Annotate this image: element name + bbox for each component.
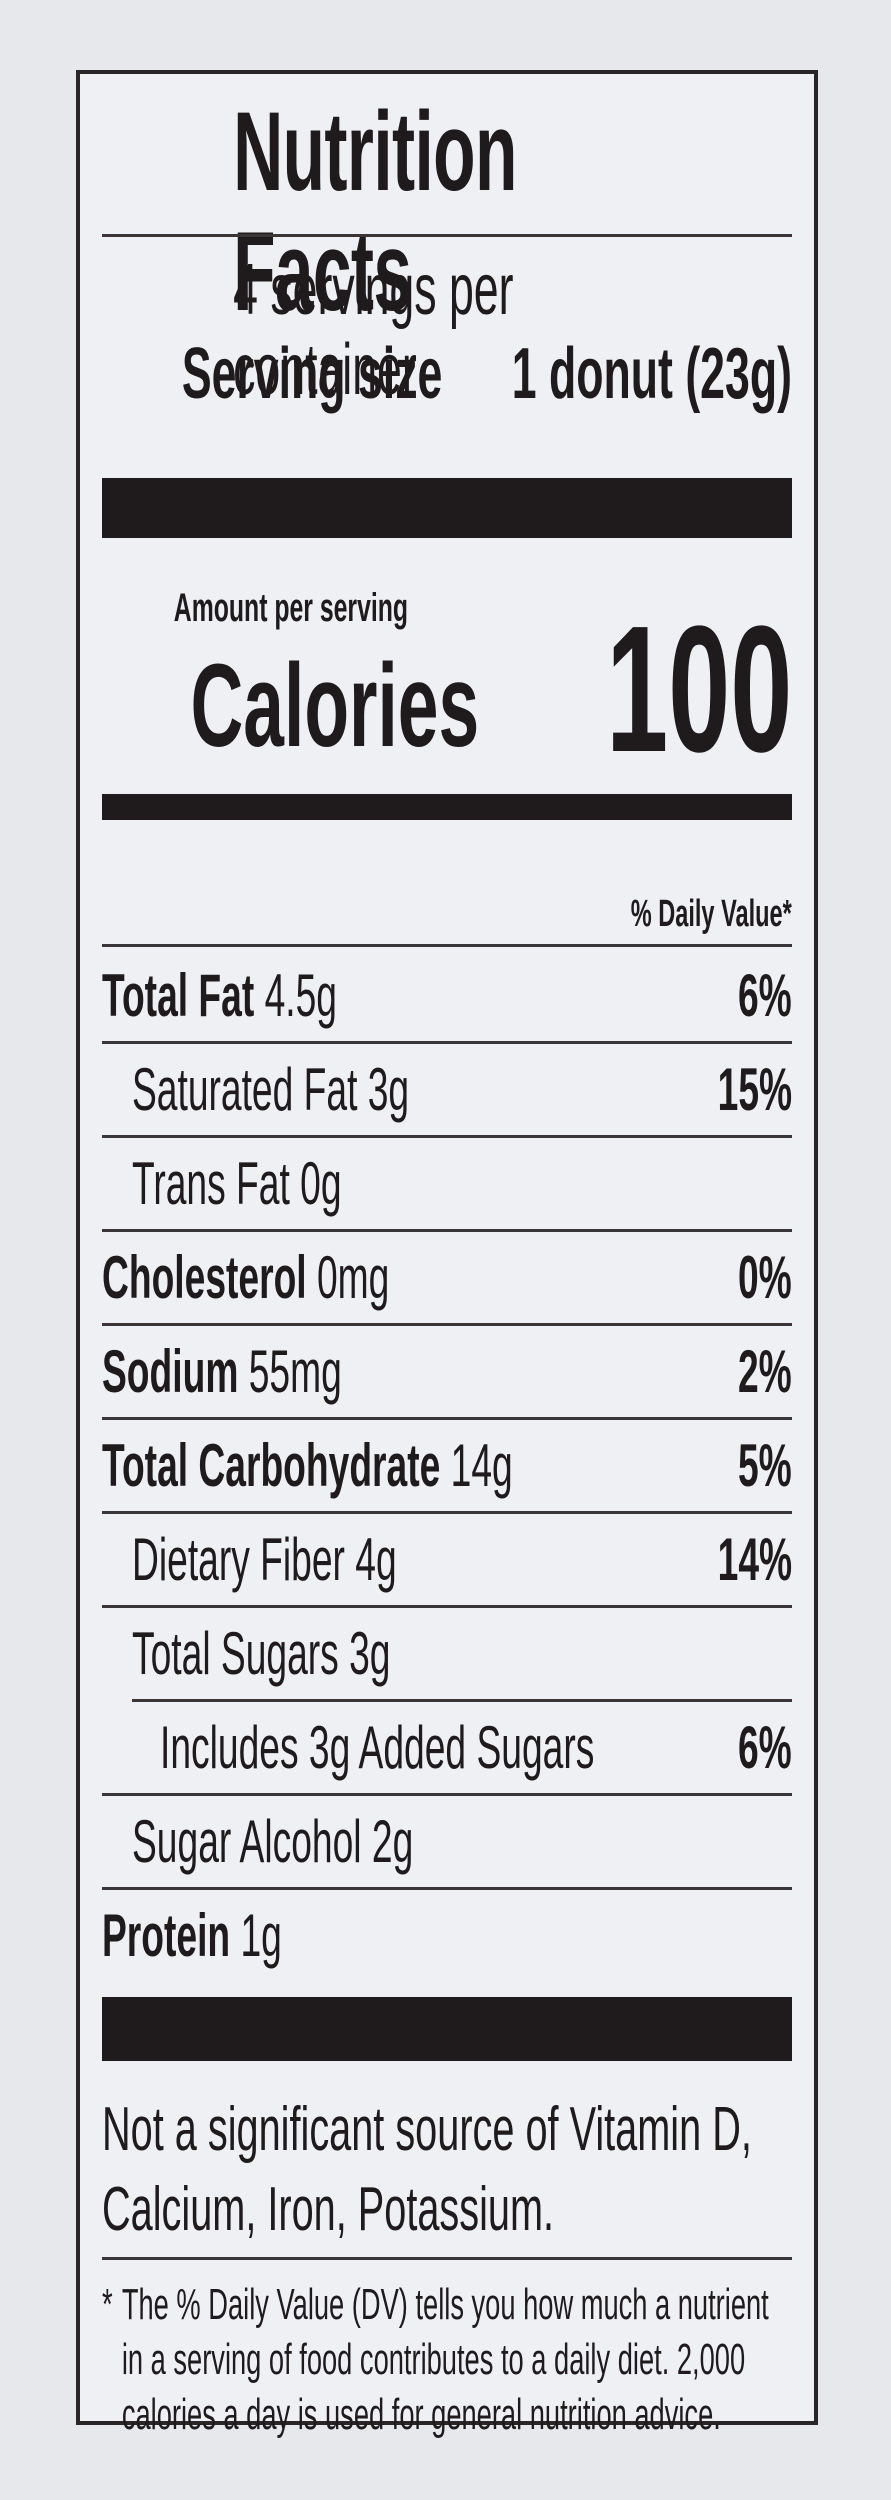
divider xyxy=(102,1793,792,1796)
calories-value: 100 xyxy=(605,589,792,790)
amount-per-serving: Amount per serving xyxy=(173,586,409,630)
divider xyxy=(102,1135,792,1138)
nutrient-label: Cholesterol 0mg xyxy=(102,1244,390,1311)
daily-value-header: % Daily Value* xyxy=(630,893,792,935)
nutrient-label: Total Sugars 3g xyxy=(132,1620,391,1687)
not-significant-source: Not a significant source of Vitamin D, C… xyxy=(102,2095,752,2244)
daily-value-footnote: * The % Daily Value (DV) tells you how m… xyxy=(102,2277,772,2442)
nutrient-row-total-fat: Total Fat 4.5g 6% xyxy=(102,950,792,1044)
nutrient-row-protein: Protein 1g xyxy=(102,1890,792,1984)
nutrient-label: Total Carbohydrate 14g xyxy=(102,1432,513,1499)
nutrient-dv: 15% xyxy=(717,1056,792,1123)
nutrient-label: Sugar Alcohol 2g xyxy=(132,1808,414,1875)
calories-label: Calories xyxy=(190,640,480,772)
nutrient-dv: 6% xyxy=(738,962,792,1029)
divider xyxy=(102,1229,792,1232)
nutrient-label: Protein 1g xyxy=(102,1902,282,1969)
nutrient-label: Total Fat 4.5g xyxy=(102,962,337,1029)
serving-size-label: Serving size xyxy=(181,334,443,414)
nutrition-facts-panel: Nutrition Facts 4 servings per container… xyxy=(76,70,818,2439)
nutrient-dv: 0% xyxy=(738,1244,792,1311)
divider xyxy=(102,1323,792,1326)
nutrient-row-sugar-alcohol: Sugar Alcohol 2g xyxy=(102,1796,792,1890)
divider xyxy=(102,1511,792,1514)
nutrient-dv: 6% xyxy=(738,1714,792,1781)
nutrient-label: Includes 3g Added Sugars xyxy=(160,1714,595,1781)
divider xyxy=(102,234,792,237)
servings-per-container: 4 servings per container xyxy=(233,250,514,410)
nutrient-label: Saturated Fat 3g xyxy=(132,1056,410,1123)
divider xyxy=(132,1699,792,1702)
divider xyxy=(102,944,792,947)
footnote-asterisk: * xyxy=(102,2280,113,2329)
nutrition-facts-title: Nutrition Facts xyxy=(233,89,517,334)
medium-divider xyxy=(102,794,792,820)
nutrient-dv: 14% xyxy=(717,1526,792,1593)
nutrient-row-total-sugars: Total Sugars 3g xyxy=(102,1608,792,1702)
nutrient-row-saturated-fat: Saturated Fat 3g 15% xyxy=(102,1044,792,1138)
nutrient-row-cholesterol: Cholesterol 0mg 0% xyxy=(102,1232,792,1326)
divider xyxy=(102,1605,792,1608)
divider xyxy=(102,1887,792,1890)
footnote-text: The % Daily Value (DV) tells you how muc… xyxy=(121,2280,769,2439)
nutrient-dv: 2% xyxy=(738,1338,792,1405)
nutrient-label: Sodium 55mg xyxy=(102,1338,342,1405)
divider xyxy=(102,1417,792,1420)
divider xyxy=(102,1041,792,1044)
nutrient-row-sodium: Sodium 55mg 2% xyxy=(102,1326,792,1420)
nutrient-dv: 5% xyxy=(738,1432,792,1499)
thick-divider xyxy=(102,1997,792,2061)
nutrient-label: Trans Fat 0g xyxy=(132,1150,342,1217)
nutrient-row-total-carbohydrate: Total Carbohydrate 14g 5% xyxy=(102,1420,792,1514)
serving-size-value: 1 donut (23g) xyxy=(511,334,792,414)
nutrition-facts-content: Nutrition Facts 4 servings per container… xyxy=(102,89,792,2439)
nutrient-label: Dietary Fiber 4g xyxy=(132,1526,397,1593)
thick-divider xyxy=(102,478,792,538)
divider xyxy=(102,2257,792,2260)
nutrient-row-dietary-fiber: Dietary Fiber 4g 14% xyxy=(102,1514,792,1608)
nutrient-row-trans-fat: Trans Fat 0g xyxy=(102,1138,792,1232)
nutrient-row-added-sugars: Includes 3g Added Sugars 6% xyxy=(102,1702,792,1796)
